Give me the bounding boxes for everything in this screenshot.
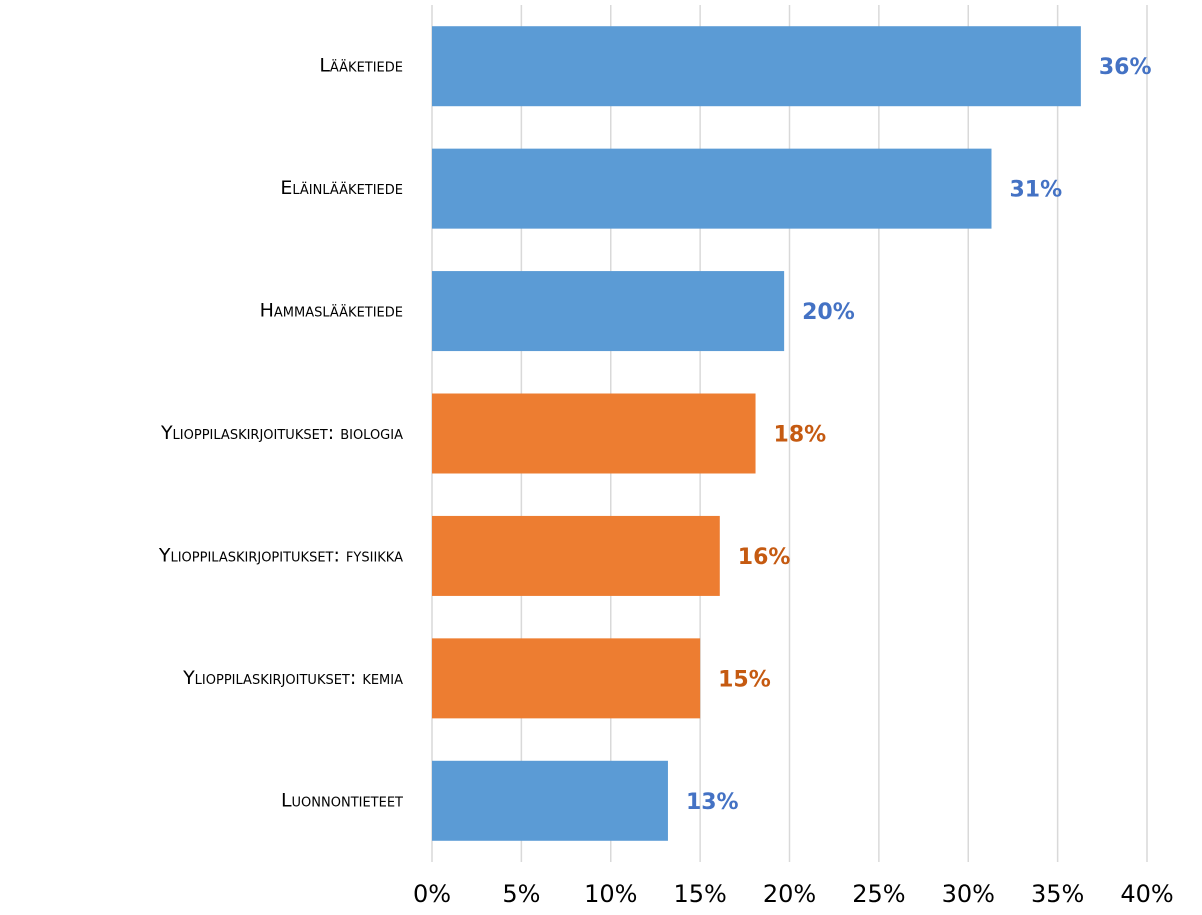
value-label: 13%: [686, 790, 739, 815]
y-tick-label: Lääketiede: [319, 55, 403, 77]
y-tick-label: Ylioppilaskirjopitukset: fysiikka: [158, 544, 403, 566]
value-label: 20%: [802, 300, 855, 325]
x-tick-label: 25%: [852, 880, 905, 908]
value-label: 36%: [1099, 55, 1152, 80]
bar: [432, 271, 785, 352]
x-tick-label: 15%: [673, 880, 726, 908]
bar: [432, 760, 668, 841]
y-tick-label: Luonnontieteet: [281, 789, 403, 811]
x-tick-label: 40%: [1120, 880, 1173, 908]
value-label: 16%: [738, 545, 791, 570]
x-tick-label: 35%: [1031, 880, 1084, 908]
x-tick-label: 0%: [413, 880, 451, 908]
bar: [432, 26, 1081, 107]
value-label: 31%: [1009, 178, 1062, 203]
y-tick-label: Ylioppilaskirjoitukset: kemia: [182, 667, 403, 689]
value-label: 15%: [718, 667, 771, 692]
x-tick-label: 20%: [763, 880, 816, 908]
x-tick-label: 10%: [584, 880, 637, 908]
y-tick-label: Ylioppilaskirjoitukset: biologia: [160, 422, 403, 444]
bar: [432, 393, 756, 474]
bar: [432, 148, 992, 229]
x-tick-label: 30%: [942, 880, 995, 908]
bar: [432, 638, 701, 719]
y-tick-label: Eläinlääketiede: [280, 177, 403, 199]
bar: [432, 515, 720, 596]
y-tick-label: Hammaslääketiede: [260, 300, 403, 322]
x-tick-label: 5%: [502, 880, 540, 908]
value-label: 18%: [774, 423, 827, 448]
